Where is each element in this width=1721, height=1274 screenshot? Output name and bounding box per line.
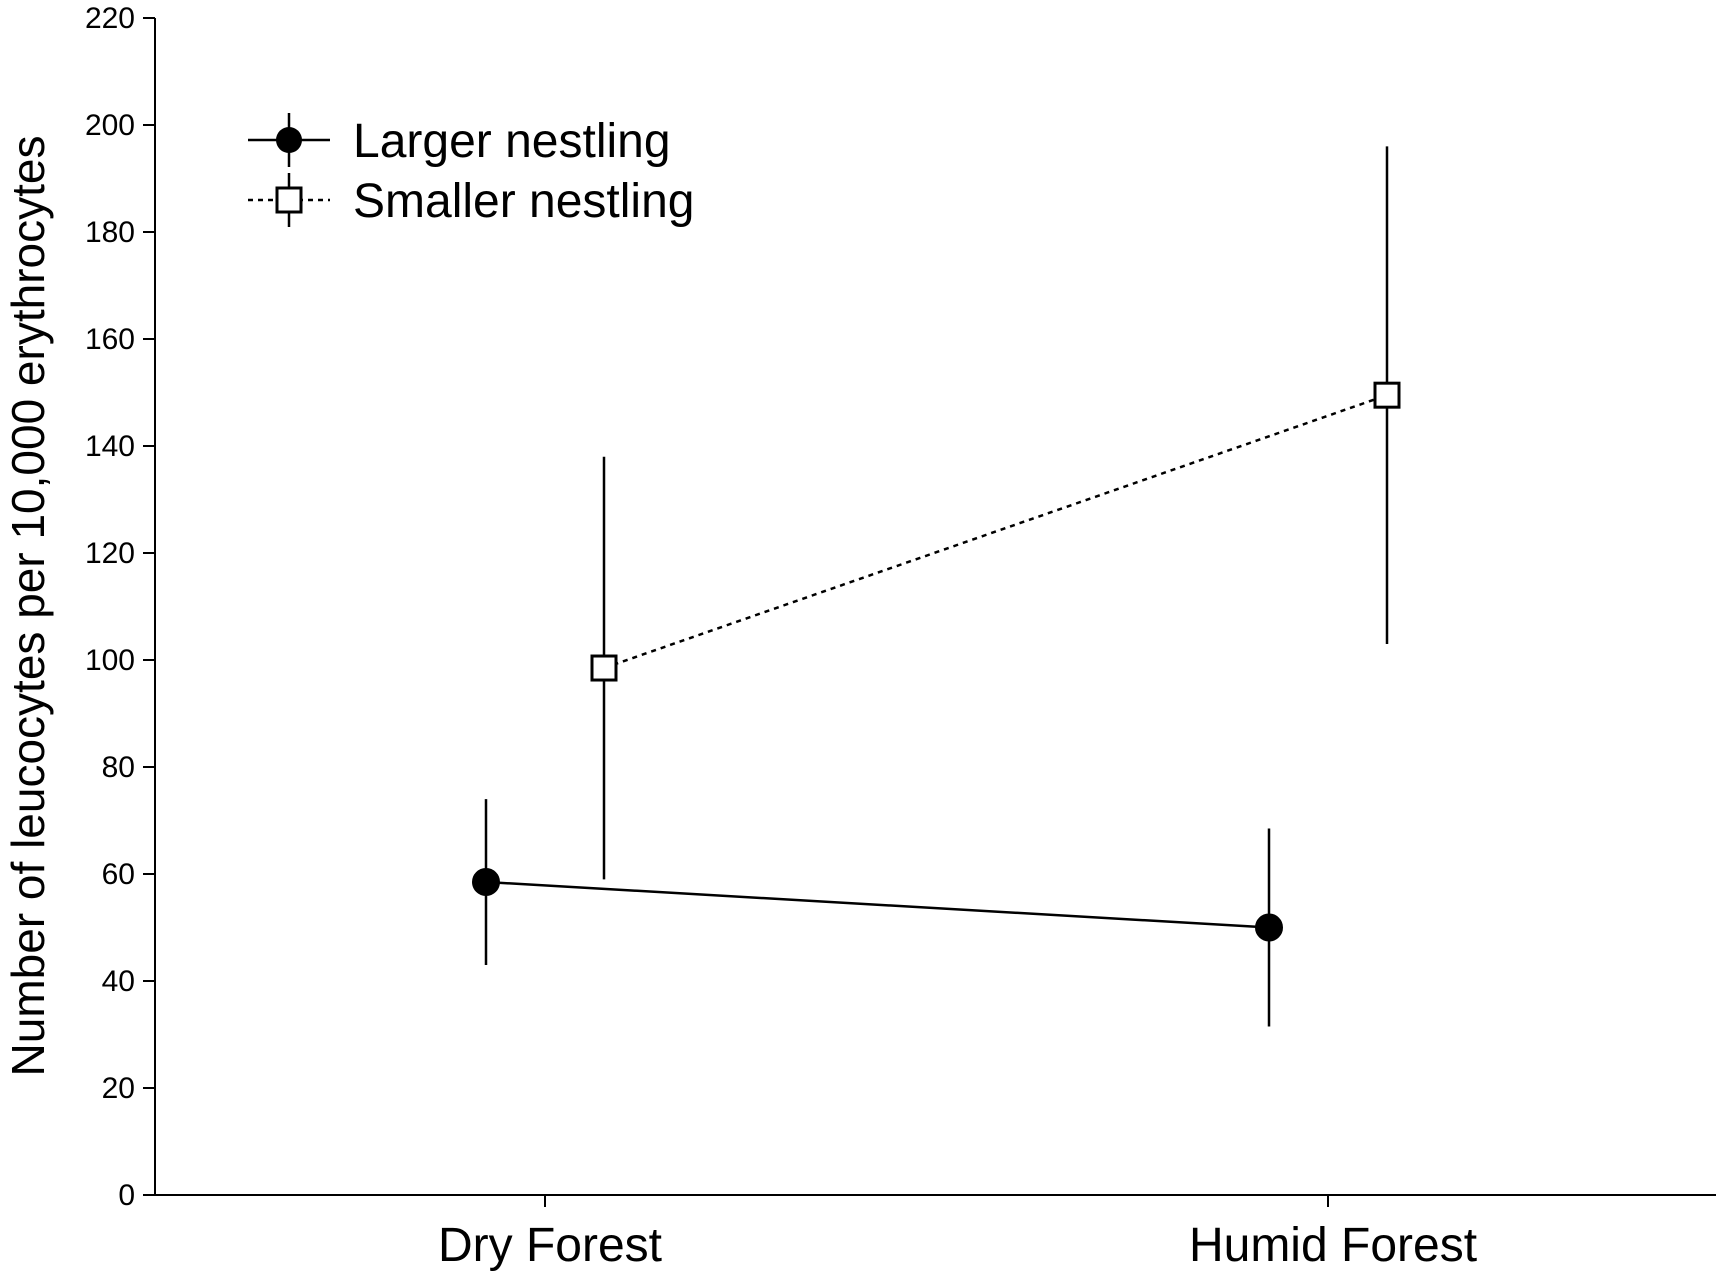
y-tick-label: 100 xyxy=(85,644,135,677)
legend: Larger nestling Smaller nestling xyxy=(248,113,694,228)
legend-marker xyxy=(275,186,303,214)
legend-marker xyxy=(276,127,302,153)
y-tick-label: 200 xyxy=(85,109,135,142)
legend-item: Smaller nestling xyxy=(248,173,694,228)
y-tick-label: 40 xyxy=(102,965,135,998)
y-tick-label: 80 xyxy=(102,751,135,784)
y-tick-label: 60 xyxy=(102,858,135,891)
data-point xyxy=(1373,381,1401,409)
y-tick-label: 120 xyxy=(85,537,135,570)
y-axis-title: Number of leucocytes per 10,000 erythroc… xyxy=(2,136,54,1077)
data-point xyxy=(590,654,618,682)
y-ticks: 0 20 40 60 80 100 120 140 160 180 200 220 xyxy=(85,2,155,1212)
x-ticks: Dry Forest Humid Forest xyxy=(438,1195,1477,1272)
legend-label: Smaller nestling xyxy=(353,175,694,228)
series-layer xyxy=(472,146,1401,1027)
x-category-label: Humid Forest xyxy=(1189,1219,1477,1272)
axes xyxy=(154,18,1716,1196)
series-group xyxy=(472,799,1283,1027)
y-tick-label: 20 xyxy=(102,1072,135,1105)
legend-item: Larger nestling xyxy=(248,113,671,168)
series-group xyxy=(590,146,1401,880)
data-point xyxy=(472,868,500,897)
y-tick-label: 140 xyxy=(85,430,135,463)
y-tick-label: 180 xyxy=(85,216,135,249)
legend-label: Larger nestling xyxy=(353,115,671,168)
series-line xyxy=(603,393,1388,670)
x-category-label: Dry Forest xyxy=(438,1219,662,1272)
data-point xyxy=(1255,913,1283,942)
y-tick-label: 160 xyxy=(85,323,135,356)
y-tick-label: 220 xyxy=(85,2,135,35)
y-tick-label: 0 xyxy=(118,1179,135,1212)
series-line xyxy=(485,880,1270,929)
